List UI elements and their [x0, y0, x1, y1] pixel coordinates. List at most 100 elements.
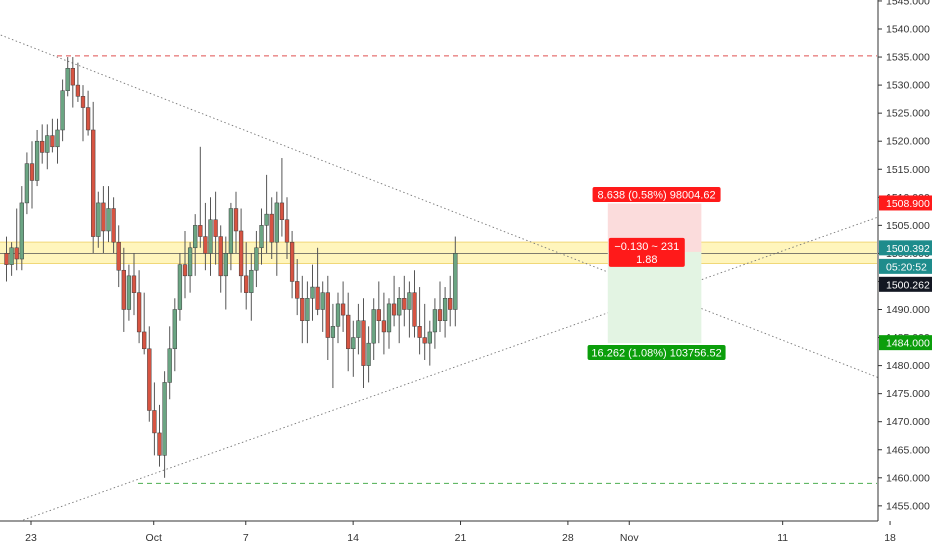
- candle: [442, 287, 448, 338]
- candle: [228, 202, 234, 271]
- ascending-trendline[interactable]: [15, 172, 932, 524]
- target-price-badge[interactable]: 1484.000: [879, 335, 932, 351]
- candle: [157, 404, 162, 467]
- time-axis-bg: [0, 521, 932, 550]
- candle-body: [238, 230, 244, 277]
- candle-body: [289, 241, 295, 282]
- candle-body: [453, 253, 458, 310]
- candle: [259, 208, 264, 265]
- candle: [249, 253, 254, 321]
- candle: [432, 298, 438, 349]
- candle: [85, 90, 91, 136]
- candle-body: [391, 303, 397, 316]
- candle: [101, 186, 106, 254]
- x-tick-label: Oct: [146, 532, 162, 544]
- candle: [402, 275, 407, 327]
- y-tick-label: 1520.000: [886, 136, 930, 148]
- candle: [106, 186, 111, 243]
- candle-body: [187, 247, 193, 277]
- y-tick-label: 1525.000: [886, 108, 930, 120]
- candle: [300, 275, 305, 344]
- candle-body: [228, 208, 234, 254]
- candle-body: [249, 269, 254, 293]
- candle-body: [101, 202, 106, 232]
- candle: [167, 326, 172, 400]
- candle: [264, 174, 269, 254]
- candle-body: [432, 309, 438, 333]
- candle-body: [259, 225, 264, 249]
- candle-body: [284, 219, 290, 243]
- entry-price-badge[interactable]: 1500.262: [879, 276, 932, 292]
- price-axis-bg: [878, 0, 932, 550]
- candle: [96, 191, 101, 248]
- candle: [218, 225, 223, 293]
- candle: [279, 158, 285, 237]
- candle: [310, 264, 315, 321]
- candle-body: [19, 202, 24, 260]
- bar-countdown-badge-bg: [879, 258, 932, 274]
- candle: [131, 253, 137, 316]
- candle: [136, 270, 142, 344]
- target-label[interactable]: 16.262 (1.08%) 103756.52: [587, 345, 726, 360]
- candle-body: [172, 309, 177, 350]
- x-tick-label: 28: [562, 532, 574, 544]
- descending-trendline[interactable]: [0, 31, 932, 422]
- candle-body: [60, 90, 65, 131]
- candle: [346, 292, 351, 372]
- candle-body: [361, 320, 366, 366]
- candle-body: [422, 337, 427, 344]
- candle-body: [320, 292, 325, 310]
- y-tick-label: 1545.000: [886, 0, 930, 7]
- candle: [391, 275, 397, 327]
- candle-body: [386, 303, 392, 333]
- target-label-text: 16.262 (1.08%) 103756.52: [591, 348, 721, 360]
- candle-body: [310, 286, 315, 299]
- candle: [274, 191, 279, 276]
- candle: [351, 320, 356, 377]
- bar-countdown-badge[interactable]: 05:20:52: [879, 258, 932, 274]
- candle: [448, 275, 453, 327]
- candle: [412, 270, 417, 338]
- candle: [366, 326, 371, 383]
- current-price-badge[interactable]: 1500.392: [879, 240, 932, 256]
- candle-body: [91, 129, 96, 237]
- y-tick-label: 1470.000: [886, 416, 930, 428]
- candle: [126, 264, 132, 321]
- candle-body: [167, 348, 172, 383]
- candle-body: [407, 292, 412, 310]
- bar-countdown-badge-text: 05:20:52: [886, 261, 927, 273]
- candle-body: [264, 213, 269, 226]
- x-tick-label: 11: [777, 532, 788, 544]
- stop-label-bg: [592, 187, 721, 202]
- stop-label[interactable]: 8.638 (0.58%) 98004.62: [592, 187, 721, 202]
- candle-body: [96, 202, 101, 237]
- candle: [29, 141, 35, 209]
- candle-body: [279, 202, 285, 220]
- x-tick-label: 7: [243, 532, 249, 544]
- candle-body: [126, 275, 132, 310]
- candle-body: [111, 208, 116, 243]
- candle-body: [14, 247, 19, 260]
- candle-body: [218, 236, 223, 277]
- candle-body: [346, 314, 351, 350]
- candle-body: [45, 135, 50, 153]
- candle: [80, 85, 86, 142]
- candle: [417, 287, 422, 355]
- candle: [244, 242, 249, 310]
- position-target-zone[interactable]: [607, 251, 702, 344]
- candle: [152, 382, 157, 456]
- x-tick-label: 18: [884, 532, 896, 544]
- candle: [295, 259, 300, 316]
- candle-body: [85, 107, 91, 131]
- candle-body: [335, 303, 341, 327]
- candle-body: [70, 68, 75, 86]
- stop-price-badge[interactable]: 1508.900: [879, 195, 932, 211]
- horizontal-zone[interactable]: [0, 242, 877, 264]
- candle: [381, 292, 387, 355]
- candle: [335, 292, 341, 344]
- candle-body: [131, 275, 137, 293]
